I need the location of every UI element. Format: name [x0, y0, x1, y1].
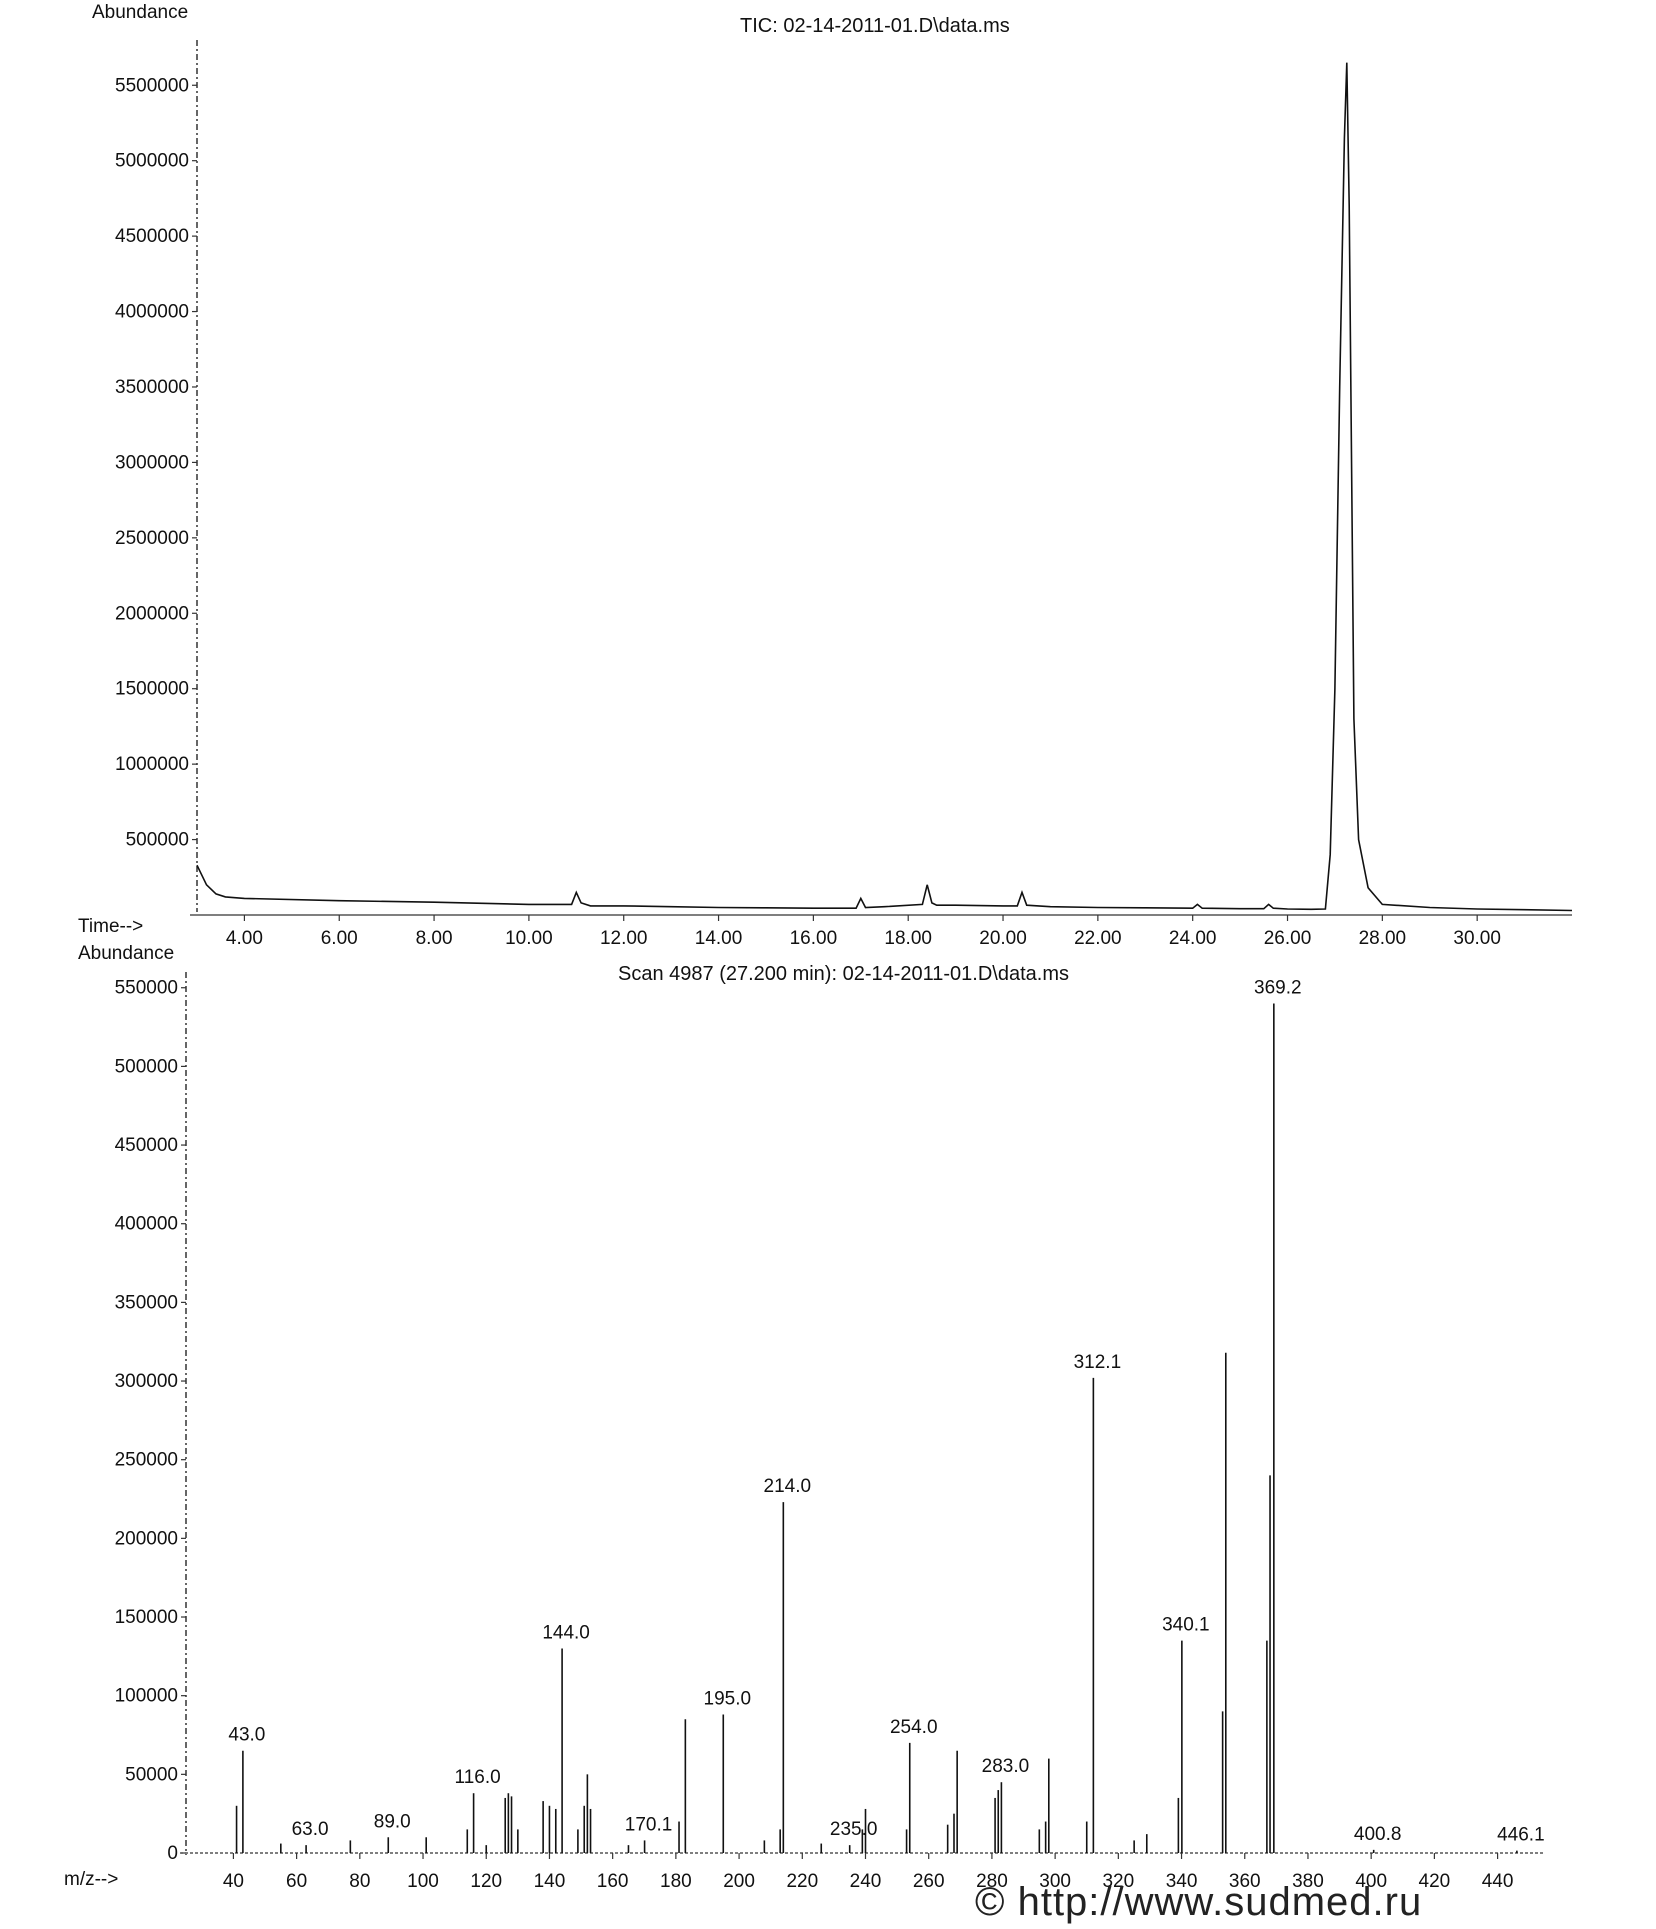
ms-y-tick-label-1: 50000	[125, 1764, 178, 1785]
tic-y-tick-label-5: 3000000	[115, 452, 189, 473]
ms-x-tick-label-20: 440	[1482, 1871, 1514, 1892]
ms-peak-label-55: 369.2	[1254, 977, 1302, 998]
tic-series-line	[196, 62, 1573, 912]
tic-x-tick-label-8: 20.00	[979, 928, 1027, 949]
tic-x-tick-label-5: 14.00	[695, 928, 743, 949]
ms-y-axis-label: Abundance	[78, 943, 174, 964]
ms-peak-label-56: 400.8	[1354, 1824, 1402, 1845]
ms-peak-label-17: 144.0	[542, 1622, 590, 1643]
ms-x-ticks: 40 60 80 100 120 140 160 180 200 220 240 260 280 300 3…	[223, 1853, 1514, 1892]
ms-x-tick-label-10: 240	[850, 1871, 882, 1892]
ms-y-ticks: 0 50000 100000 150000 200000 250000 300000 3500…	[115, 978, 186, 1864]
tic-y-tick-label-3: 2000000	[115, 603, 189, 624]
tic-y-tick-label-6: 3500000	[115, 377, 189, 398]
ms-x-tick-label-3: 100	[407, 1871, 439, 1892]
tic-x-tick-label-4: 12.00	[600, 928, 648, 949]
tic-x-tick-label-1: 6.00	[321, 928, 358, 949]
tic-x-tick-label-2: 8.00	[416, 928, 453, 949]
ms-x-tick-label-16: 360	[1229, 1871, 1261, 1892]
ms-y-tick-label-8: 400000	[115, 1214, 178, 1235]
ms-y-tick-label-2: 100000	[115, 1686, 178, 1707]
tic-x-tick-label-7: 18.00	[884, 928, 932, 949]
ms-y-tick-label-5: 250000	[115, 1450, 178, 1471]
ms-y-tick-label-3: 150000	[115, 1607, 178, 1628]
ms-peak-label-5: 89.0	[374, 1811, 411, 1832]
ms-x-tick-label-17: 380	[1292, 1871, 1324, 1892]
tic-x-tick-label-6: 16.00	[790, 928, 838, 949]
ms-peak-label-29: 214.0	[764, 1476, 812, 1497]
ms-x-tick-label-14: 320	[1102, 1871, 1134, 1892]
ms-x-tick-label-4: 120	[470, 1871, 502, 1892]
tic-y-tick-label-2: 1500000	[115, 679, 189, 700]
ms-y-tick-label-11: 550000	[115, 978, 178, 999]
ms-y-tick-label-9: 450000	[115, 1135, 178, 1156]
ms-x-tick-label-8: 200	[723, 1871, 755, 1892]
tic-x-axis-label: Time-->	[78, 916, 143, 937]
ms-x-tick-label-18: 400	[1355, 1871, 1387, 1892]
ms-x-tick-label-12: 280	[976, 1871, 1008, 1892]
tic-x-tick-label-3: 10.00	[505, 928, 553, 949]
tic-y-axis-label: Abundance	[92, 2, 188, 23]
ms-peak-label-3: 63.0	[292, 1819, 329, 1840]
tic-chart: Abundance TIC: 02-14-2011-01.D\data.ms T…	[78, 2, 1573, 949]
ms-x-tick-label-2: 80	[349, 1871, 370, 1892]
mass-spectrum-chart: Abundance Scan 4987 (27.200 min): 02-14-…	[64, 943, 1545, 1892]
tic-y-tick-label-4: 2500000	[115, 528, 189, 549]
ms-peak-label-41: 283.0	[982, 1756, 1030, 1777]
tic-y-tick-label-10: 5500000	[115, 75, 189, 96]
tic-x-tick-label-9: 22.00	[1074, 928, 1122, 949]
tic-x-ticks: 4.00 6.00 8.00 10.00 12.00 14.00 16.00 18.00 20.…	[226, 915, 1501, 949]
ms-x-tick-label-5: 140	[534, 1871, 566, 1892]
ms-y-tick-label-6: 300000	[115, 1371, 178, 1392]
ms-x-tick-label-0: 40	[223, 1871, 244, 1892]
ms-x-axis-label: m/z-->	[64, 1869, 118, 1890]
tic-y-tick-label-8: 4500000	[115, 226, 189, 247]
tic-title: TIC: 02-14-2011-01.D\data.ms	[740, 15, 1010, 37]
ms-peaks	[235, 1003, 1518, 1853]
ms-peak-labels: 43.0 63.0 89.0 116.0 144.0 170.1 195.0 214.0 235…	[228, 977, 1544, 1845]
tic-y-tick-label-0: 500000	[126, 830, 189, 851]
ms-peak-label-1: 43.0	[228, 1725, 265, 1746]
ms-x-tick-label-1: 60	[286, 1871, 307, 1892]
tic-y-tick-label-1: 1000000	[115, 754, 189, 775]
ms-x-tick-label-11: 260	[913, 1871, 945, 1892]
tic-x-tick-label-13: 30.00	[1453, 928, 1501, 949]
ms-peak-label-23: 170.1	[625, 1814, 673, 1835]
tic-x-tick-label-11: 26.00	[1264, 928, 1312, 949]
tic-x-tick-label-10: 24.00	[1169, 928, 1217, 949]
watermark-text: © http://www.sudmed.ru	[975, 1880, 1422, 1924]
ms-peak-label-57: 446.1	[1497, 1825, 1545, 1846]
tic-y-ticks: 500000 1000000 1500000 2000000 2500000 300000…	[115, 75, 197, 851]
ms-peak-label-31: 235.0	[830, 1819, 878, 1840]
tic-x-tick-label-12: 28.00	[1359, 928, 1407, 949]
ms-x-tick-label-9: 220	[786, 1871, 818, 1892]
ms-x-tick-label-7: 180	[660, 1871, 692, 1892]
ms-peak-label-26: 195.0	[704, 1689, 752, 1710]
ms-peak-label-35: 254.0	[890, 1717, 938, 1738]
ms-y-tick-label-4: 200000	[115, 1528, 178, 1549]
ms-y-tick-label-10: 500000	[115, 1056, 178, 1077]
ms-peak-label-8: 116.0	[455, 1767, 501, 1788]
ms-peak-label-50: 340.1	[1162, 1615, 1210, 1636]
tic-y-tick-label-7: 4000000	[115, 302, 189, 323]
tic-y-tick-label-9: 5000000	[115, 151, 189, 172]
ms-peak-label-46: 312.1	[1074, 1352, 1122, 1373]
ms-x-tick-label-19: 420	[1419, 1871, 1451, 1892]
ms-y-tick-label-7: 350000	[115, 1292, 178, 1313]
ms-x-tick-label-15: 340	[1166, 1871, 1198, 1892]
tic-x-tick-label-0: 4.00	[226, 928, 263, 949]
ms-x-tick-label-6: 160	[597, 1871, 629, 1892]
ms-y-tick-label-0: 0	[167, 1843, 178, 1864]
ms-title: Scan 4987 (27.200 min): 02-14-2011-01.D\…	[618, 963, 1069, 985]
ms-x-tick-label-13: 300	[1039, 1871, 1071, 1892]
